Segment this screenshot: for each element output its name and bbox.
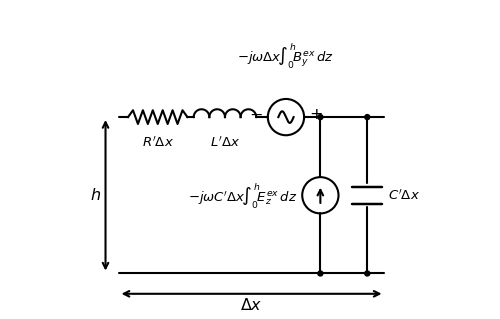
Text: $-$: $-$ <box>250 106 263 123</box>
Text: $-j\omega\Delta x\!\int_0^h\!B_y^{ex}\,dz$: $-j\omega\Delta x\!\int_0^h\!B_y^{ex}\,d… <box>238 41 334 70</box>
Text: $\Delta x$: $\Delta x$ <box>240 297 263 314</box>
Text: $-j\omega C'\Delta x\!\int_0^h\!E_z^{ex}\,dz$: $-j\omega C'\Delta x\!\int_0^h\!E_z^{ex}… <box>188 181 298 210</box>
Text: $+$: $+$ <box>309 106 322 123</box>
Text: $L'\Delta x$: $L'\Delta x$ <box>210 136 240 150</box>
Circle shape <box>365 271 370 276</box>
Circle shape <box>318 115 323 120</box>
Circle shape <box>318 271 323 276</box>
Text: $h$: $h$ <box>90 187 101 204</box>
Text: $C'\Delta x$: $C'\Delta x$ <box>388 188 420 203</box>
Text: $R'\Delta x$: $R'\Delta x$ <box>142 136 174 150</box>
Circle shape <box>365 115 370 120</box>
